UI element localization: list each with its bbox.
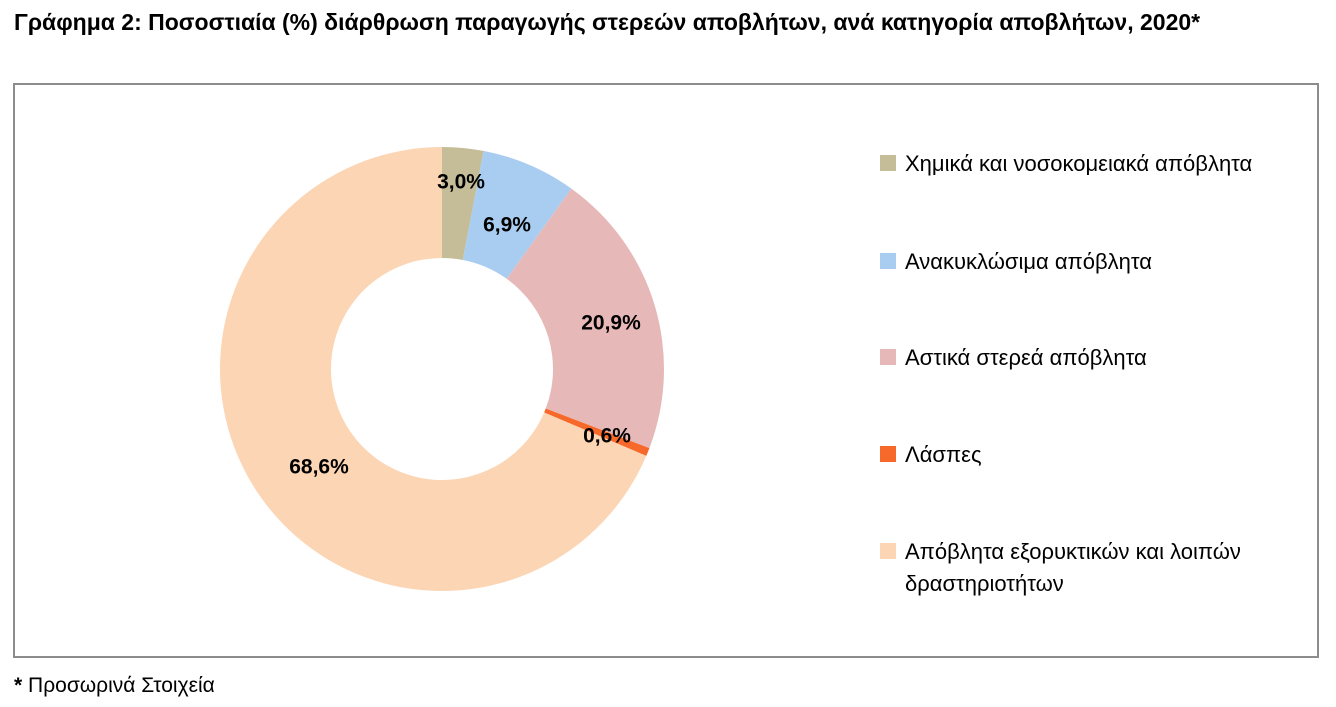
- legend-label: Λάσπες: [905, 442, 982, 467]
- footnote: * Προσωρινά Στοιχεία: [14, 672, 215, 700]
- legend-swatch: [880, 543, 896, 559]
- donut-slice-2: [462, 150, 572, 279]
- legend-item-5: Απόβλητα εξορυκτικών και λοιπών δραστηρι…: [880, 536, 1315, 600]
- data-label-4: 0,6%: [583, 425, 631, 448]
- legend-swatch: [880, 446, 896, 462]
- legend-swatch: [880, 253, 896, 269]
- chart-title: Γράφημα 2: Ποσοστιαία (%) διάρθρωση παρα…: [14, 9, 1201, 35]
- legend-label: Ανακυκλώσιμα απόβλητα: [905, 249, 1152, 274]
- legend-item-4: Λάσπες: [880, 439, 1315, 471]
- legend-swatch: [880, 349, 896, 365]
- chart-frame: [13, 83, 1319, 658]
- data-label-2: 6,9%: [483, 214, 531, 237]
- donut-slice-5: [219, 147, 647, 592]
- legend-label: Χημικά και νοσοκομειακά απόβλητα: [905, 151, 1253, 176]
- footnote-text: Προσωρινά Στοιχεία: [28, 674, 215, 697]
- donut-slice-4: [544, 408, 650, 456]
- legend-item-3: Αστικά στερεά απόβλητα: [880, 342, 1315, 374]
- data-label-3: 20,9%: [581, 312, 641, 335]
- data-label-5: 68,6%: [289, 456, 349, 479]
- donut-slice-3: [506, 188, 664, 449]
- legend-label: Αστικά στερεά απόβλητα: [905, 345, 1147, 370]
- data-label-1: 3,0%: [437, 171, 485, 194]
- legend-item-1: Χημικά και νοσοκομειακά απόβλητα: [880, 148, 1315, 180]
- legend-item-2: Ανακυκλώσιμα απόβλητα: [880, 246, 1315, 278]
- legend-swatch: [880, 155, 896, 171]
- legend-label: Απόβλητα εξορυκτικών και λοιπών δραστηρι…: [905, 539, 1241, 596]
- footnote-marker: *: [14, 674, 23, 697]
- donut-slice-1: [442, 147, 484, 260]
